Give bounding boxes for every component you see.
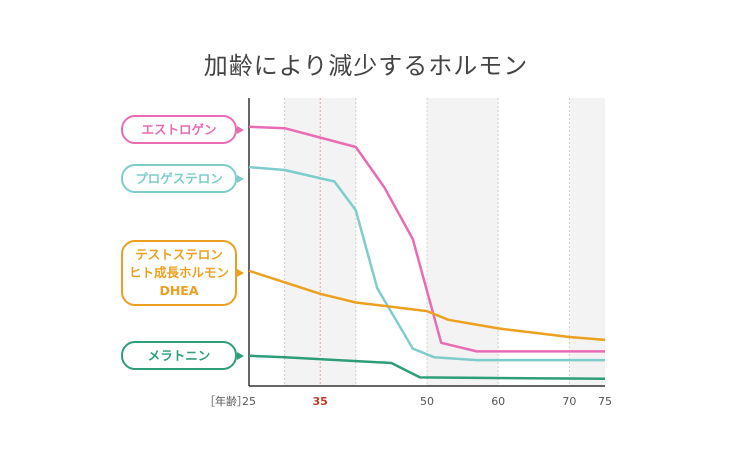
chart-title: 加齢により減少するホルモン — [203, 52, 529, 80]
legend-label-text: エストロゲン — [141, 121, 217, 137]
x-tick-label: 60 — [491, 395, 505, 408]
x-tick-label: 75 — [598, 395, 612, 408]
x-tick-label: 25 — [242, 395, 256, 408]
legend-label-text: ヒト成長ホルモン — [128, 265, 229, 280]
legend-label-melatonin: メラトニン — [121, 341, 244, 370]
legend-label-testosterone-hgh-dhea: テストステロン ヒト成長ホルモン DHEA — [121, 240, 244, 306]
x-tick-label: 70 — [562, 395, 576, 408]
legend-label-text: DHEA — [159, 283, 199, 298]
x-tick-label: 35 — [313, 395, 328, 408]
legend-label-text: プロゲステロン — [135, 170, 223, 186]
series-line-2 — [248, 269, 606, 342]
shaded-band-2 — [427, 98, 499, 386]
shaded-band-3 — [569, 98, 605, 386]
x-tick-label: 50 — [420, 395, 434, 408]
x-axis-label: ［年齢］ — [204, 394, 248, 408]
shaded-band-0 — [284, 98, 321, 386]
series-line-0 — [248, 125, 605, 353]
legend-label-text: メラトニン — [147, 347, 211, 363]
legend-label-text: テストステロン — [135, 247, 223, 262]
series-line-1 — [248, 165, 605, 362]
series-line-3 — [248, 354, 606, 381]
legend-label-progesterone: プロゲステロン — [121, 164, 244, 193]
legend-label-estrogen: エストロゲン — [121, 115, 244, 144]
